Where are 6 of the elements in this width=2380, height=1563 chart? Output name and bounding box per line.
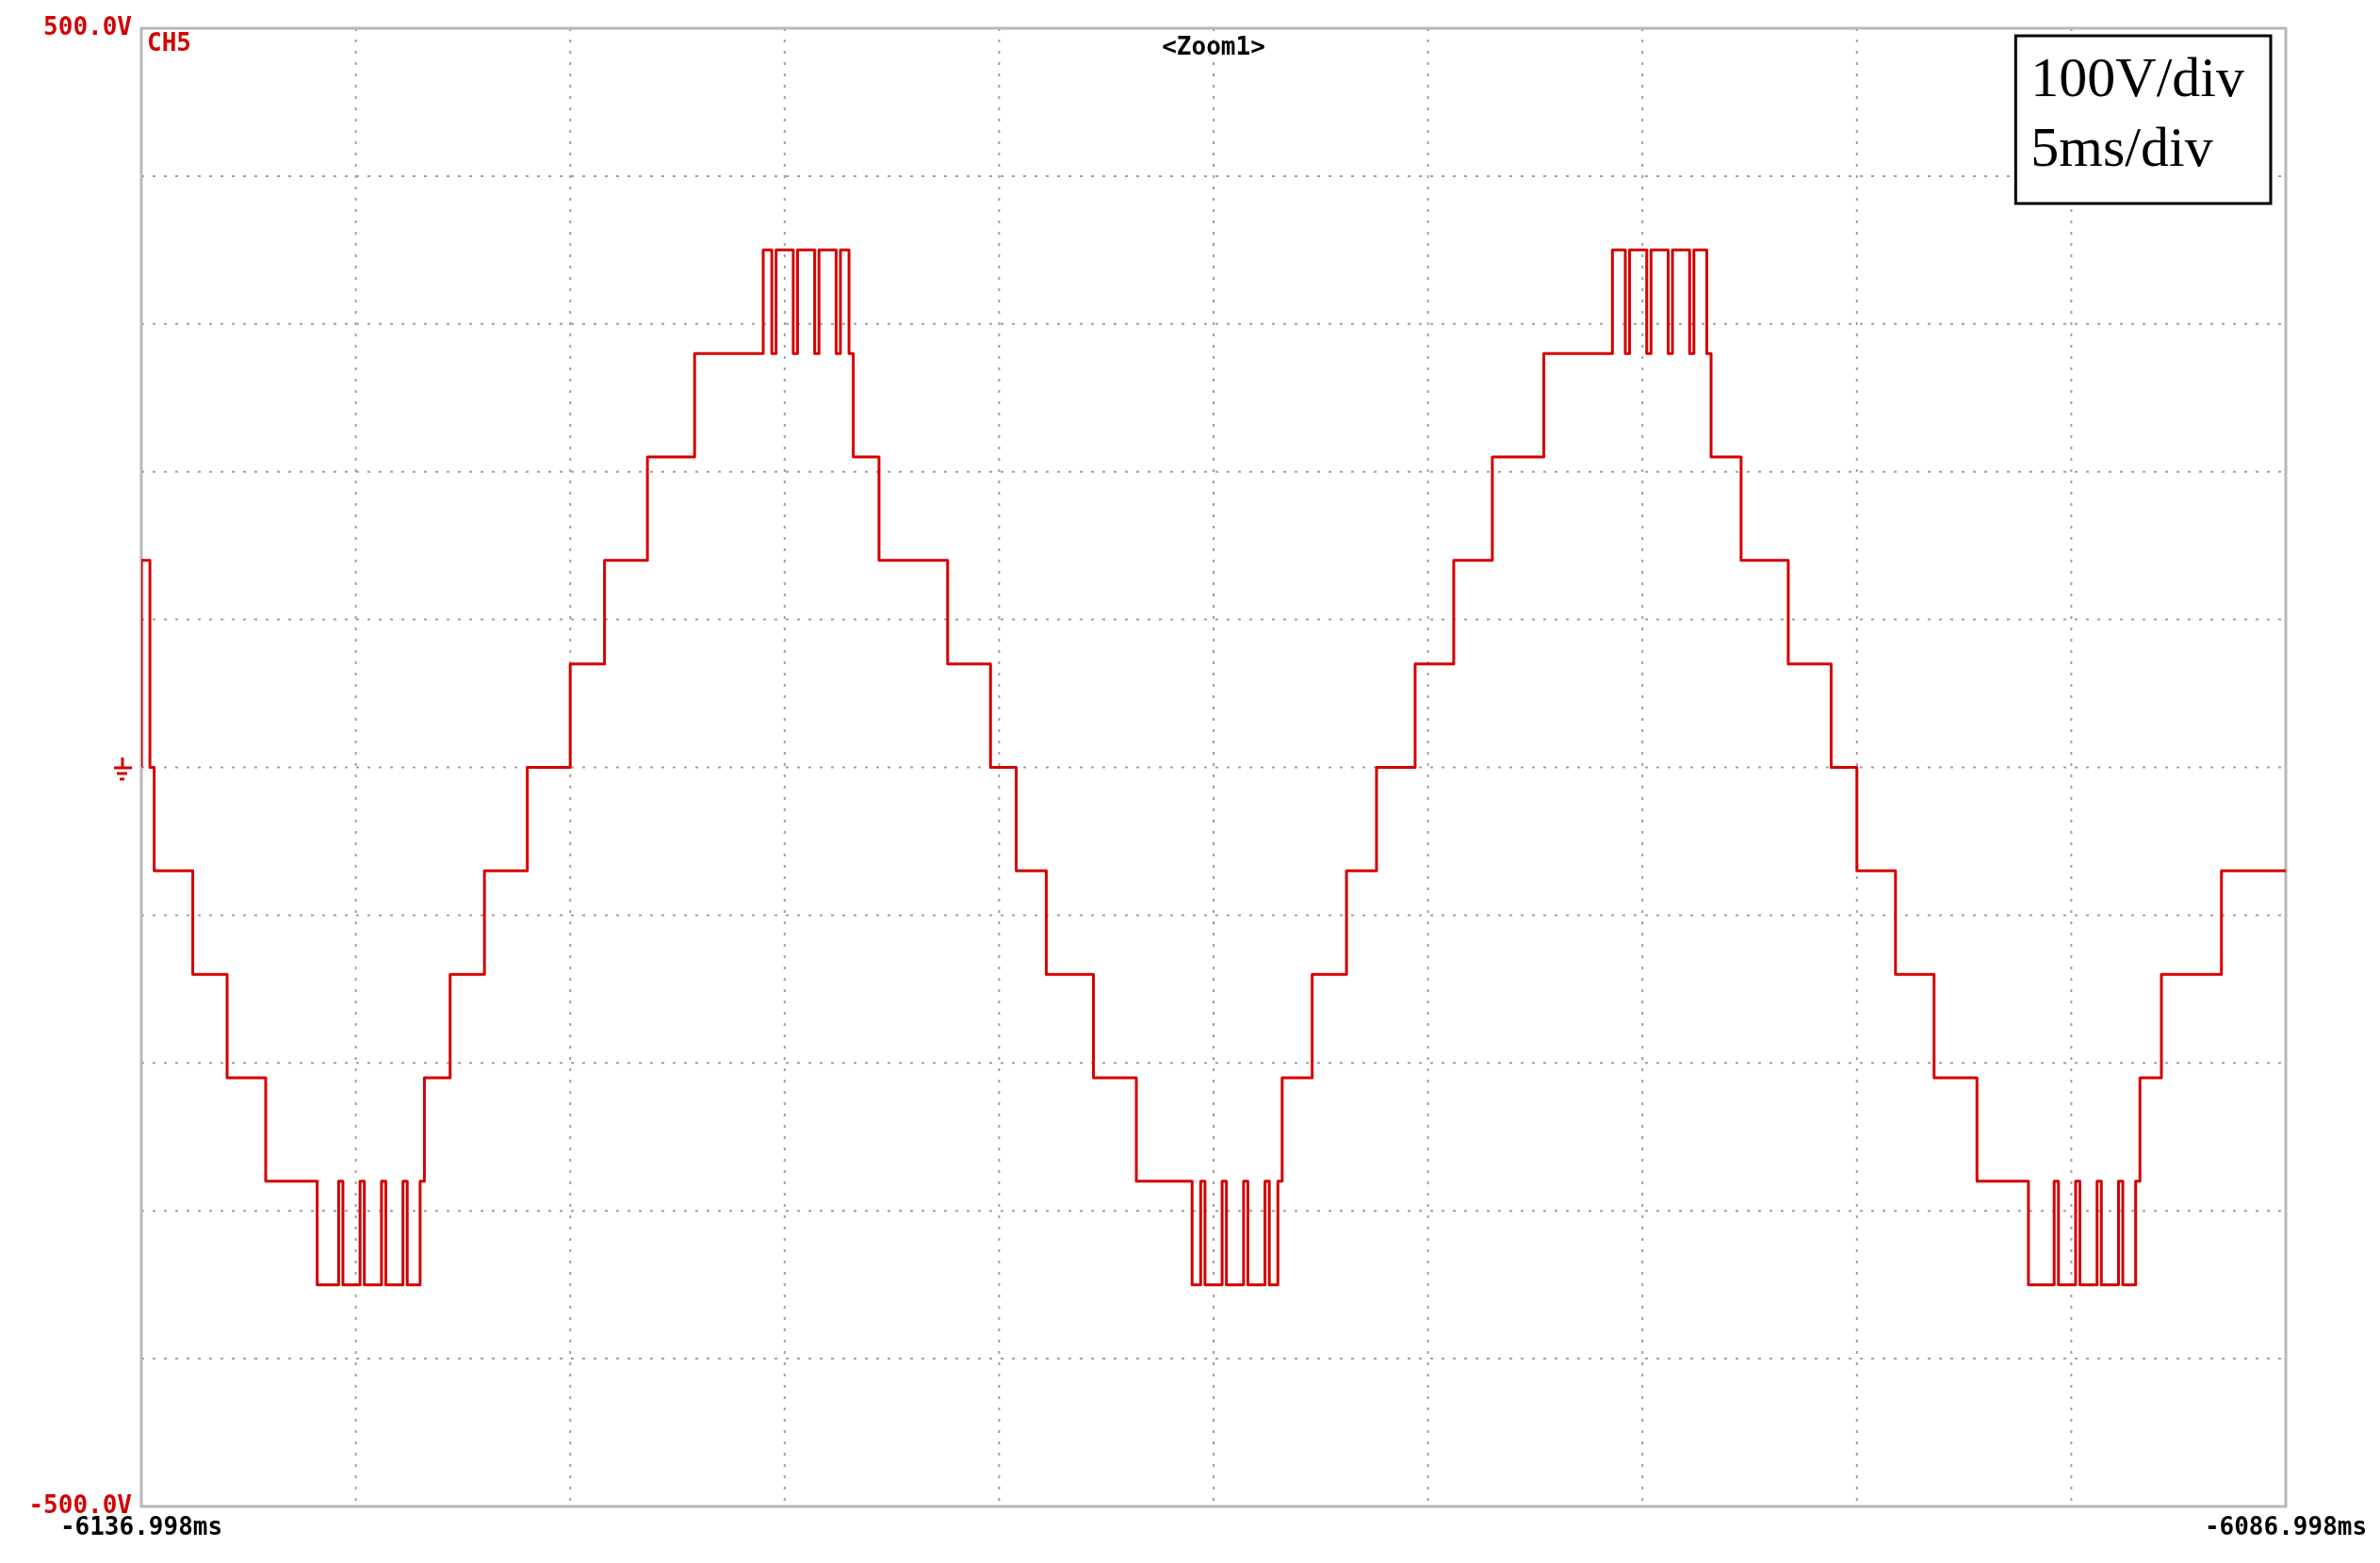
x-tick-label: -6086.998ms	[2204, 1511, 2368, 1540]
annotation: 100V/div	[2030, 45, 2244, 108]
chart-title: <Zoom1>	[1162, 31, 1265, 60]
y-tick-label: 500.0V	[43, 11, 132, 41]
annotation: CH5	[147, 27, 191, 57]
annotation: 5ms/div	[2030, 115, 2213, 178]
